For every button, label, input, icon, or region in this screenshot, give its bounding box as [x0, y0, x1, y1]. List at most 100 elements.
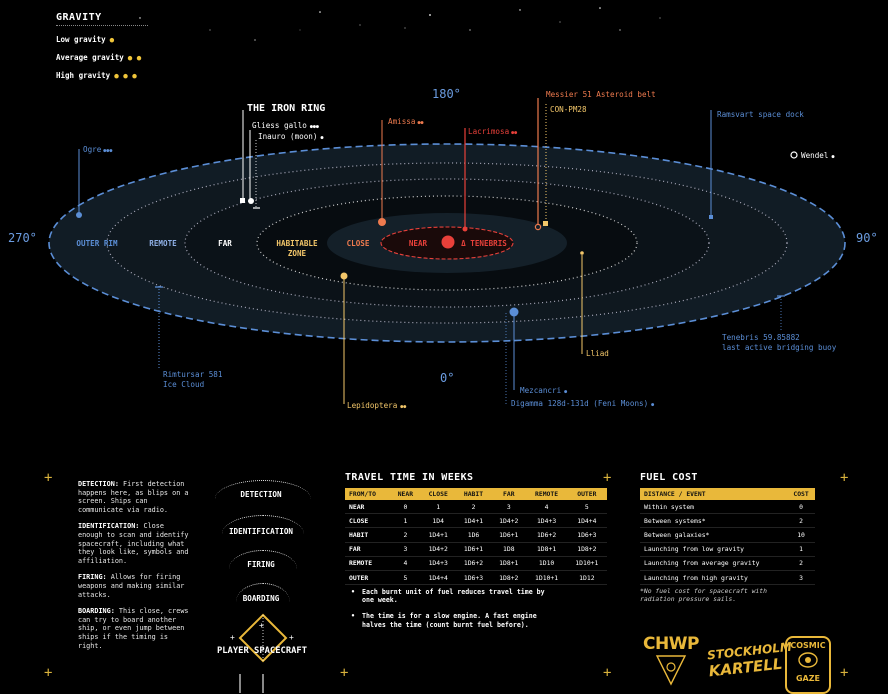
fuel-row: Between systems* 2: [640, 513, 815, 529]
decor-plus: +: [603, 665, 612, 681]
travel-cell: 3: [390, 542, 421, 557]
note-detection: DETECTION: First detection happens here,…: [78, 480, 189, 514]
fuel-header-cell: COST: [787, 488, 815, 500]
travel-notes: Each burnt unit of fuel reduces travel t…: [348, 588, 556, 637]
iron-ring-marker[interactable]: [240, 198, 245, 203]
location-tenebris-buoy-desc: last active bridging buoy: [722, 343, 837, 352]
travel-cell: 1D8+2: [491, 570, 527, 586]
travel-cell: 1D8+2: [566, 542, 607, 557]
zone-label-habitable: HABITABLE: [276, 239, 318, 248]
travel-note-1: Each burnt unit of fuel reduces travel t…: [348, 588, 556, 604]
travel-cell: 1D12: [566, 570, 607, 586]
con-pm28-marker[interactable]: [543, 221, 548, 226]
decor-plus: +: [44, 665, 53, 681]
travel-cell: 2: [390, 527, 421, 543]
fuel-cost-title: FUEL COST: [640, 472, 698, 483]
location-gliess-gallo[interactable]: Gliess gallo ●●●: [252, 121, 319, 130]
ogre-marker[interactable]: [76, 212, 82, 218]
fuel-event-cell: Between systems*: [640, 513, 788, 529]
fuel-cost-table: DISTANCE / EVENT COST Within system 0 Betwe…: [640, 488, 815, 586]
gliess-gallo-marker[interactable]: [248, 198, 254, 204]
star-system-map: 180° 90° 0° 270° OUTER RIM REMOTE FAR HA…: [8, 7, 878, 410]
range-notes: DETECTION: First detection happens here,…: [78, 480, 190, 658]
travel-cell: 2: [455, 500, 492, 515]
travel-header-cell: NEAR: [390, 488, 421, 500]
decor-plus: +: [840, 470, 849, 486]
degree-top: 180°: [432, 87, 461, 101]
travel-cell: 1D6+2: [526, 527, 567, 543]
phase-firing: FIRING: [247, 560, 275, 569]
logo-stockholm-kartell: STOCKHOLM KARTELL: [706, 639, 793, 681]
location-lliad[interactable]: Lliad: [586, 349, 609, 358]
travel-cell: 3: [491, 500, 527, 515]
degree-left: 270°: [8, 231, 37, 245]
ramsvart-marker[interactable]: [709, 215, 713, 219]
location-tenebris-buoy[interactable]: Tenebris 59.85882: [722, 333, 800, 342]
gravity-low: Low gravity ●: [56, 35, 115, 44]
travel-cell: 5: [566, 500, 607, 515]
decor-plus: +: [603, 470, 612, 486]
location-amissa[interactable]: Amissa ●●: [388, 117, 423, 126]
location-ogre[interactable]: Ogre ●●●: [83, 145, 112, 154]
travel-cell: CLOSE: [345, 513, 391, 529]
logo-cosmic-gaze: COSMIC GAZE: [785, 636, 831, 694]
location-con-pm28[interactable]: CON-PM28: [550, 105, 587, 114]
travel-cell: NEAR: [345, 500, 391, 515]
travel-cell: 1D4+2: [491, 513, 527, 529]
location-lepidoptera[interactable]: Lepidoptera ●●: [347, 401, 406, 410]
location-rimtursar[interactable]: Rimtursar 581: [163, 370, 223, 379]
fuel-cost-cell: 2: [787, 556, 815, 571]
travel-header-cell: OUTER: [566, 488, 607, 500]
location-iron-ring[interactable]: THE IRON RING: [247, 103, 325, 114]
travel-cell: 1D4: [420, 513, 456, 529]
zone-label-close: CLOSE: [347, 239, 370, 248]
player-spacecraft-label: PLAYER SPACECRAFT: [216, 646, 308, 656]
decor-plus: +: [840, 665, 849, 681]
decor-plus: +: [340, 665, 349, 681]
fuel-event-cell: Launching from low gravity: [640, 542, 788, 557]
messier-marker[interactable]: [534, 223, 542, 231]
travel-cell: 1D6+3: [455, 570, 492, 586]
travel-row: NEAR 0 1 2 3 4 5: [345, 500, 607, 515]
arc-boarding: [236, 583, 290, 602]
decor-plus: +: [44, 470, 53, 486]
location-messier-51[interactable]: Messier 51 Asteroid belt: [546, 90, 656, 99]
travel-row: HABIT 2 1D4+1 1D6 1D6+1 1D6+2 1D6+3: [345, 527, 607, 543]
travel-cell: 1D10+1: [526, 570, 567, 586]
travel-cell: 1D4+4: [566, 513, 607, 529]
location-mezcancri[interactable]: Mezcancri ●: [520, 386, 567, 395]
star-tenebris[interactable]: [441, 235, 455, 249]
travel-cell: 1D8+1: [526, 542, 567, 557]
travel-note-2: The time is for a slow engine. A fast en…: [348, 612, 556, 628]
lepidoptera-marker[interactable]: [340, 272, 348, 280]
travel-cell: 4: [390, 556, 421, 571]
digamma-marker[interactable]: [509, 307, 519, 317]
location-digamma[interactable]: Digamma 128d-131d (Feni Moons) ●: [511, 399, 654, 408]
amissa-marker[interactable]: [378, 218, 386, 226]
travel-cell: 1D4+4: [420, 570, 456, 586]
location-ramsvart[interactable]: Ramsvart space dock: [717, 110, 804, 119]
fuel-header-cell: DISTANCE / EVENT: [640, 488, 788, 500]
travel-cell: 1D8+1: [491, 556, 527, 571]
location-inauro[interactable]: Inauro (moon) ●: [258, 132, 323, 141]
note-firing: FIRING: Allows for firing weapons and ma…: [78, 573, 185, 599]
lliad-marker[interactable]: [580, 251, 584, 255]
travel-cell: OUTER: [345, 570, 391, 586]
wendel-marker[interactable]: [790, 151, 798, 159]
location-lacrimosa[interactable]: Lacrimosa ●●: [468, 127, 517, 136]
gravity-average: Average gravity ● ●: [56, 53, 142, 62]
fuel-row: Within system 0: [640, 500, 815, 515]
travel-cell: 1: [420, 500, 456, 515]
location-wendel[interactable]: Wendel ●: [801, 151, 834, 160]
travel-cell: 1D6+3: [566, 527, 607, 543]
fuel-row: Launching from average gravity 2: [640, 556, 815, 571]
note-boarding: BOARDING: This close, crews can try to b…: [78, 607, 189, 650]
arc-firing: [229, 550, 297, 569]
gravity-title: GRAVITY: [56, 12, 148, 26]
lacrimosa-marker[interactable]: [462, 226, 468, 232]
travel-cell: 0: [390, 500, 421, 515]
phase-boarding: BOARDING: [242, 594, 280, 603]
travel-cell: 1D6+1: [455, 542, 492, 557]
zone-label-habitable-2: ZONE: [288, 249, 307, 258]
travel-cell: 1D10+1: [566, 556, 607, 571]
